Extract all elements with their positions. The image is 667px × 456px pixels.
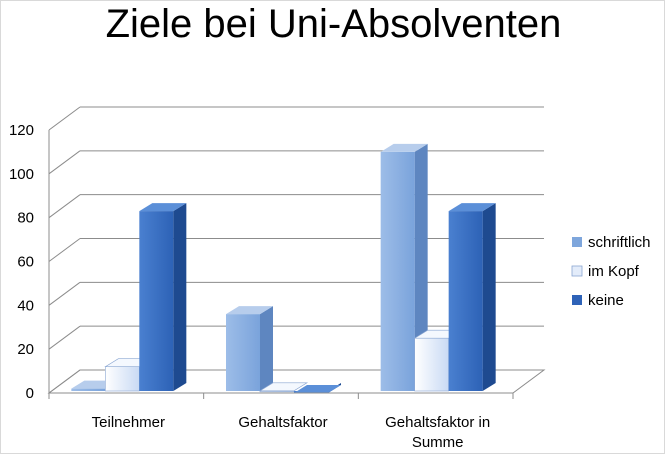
bar-top: [226, 306, 273, 315]
bar-front: [139, 211, 174, 391]
bar-front: [226, 314, 260, 391]
y-tick-label: 0: [26, 385, 34, 402]
legend-swatch: [571, 265, 583, 277]
bar: [380, 143, 428, 391]
bar-top: [258, 382, 309, 392]
bars: [71, 143, 496, 393]
legend-swatch: [572, 237, 582, 247]
gridline-depth: [48, 238, 81, 262]
y-tick-label: 60: [17, 254, 34, 271]
y-tick-label: 120: [9, 122, 34, 139]
legend: schriftlich im Kopf keine: [571, 234, 651, 309]
bar: [139, 203, 187, 391]
legend-label: im Kopf: [588, 263, 640, 280]
bar-front: [380, 151, 415, 391]
bar: [448, 203, 496, 391]
bar: [226, 306, 273, 391]
gridline-depth: [48, 194, 81, 219]
legend-item: keine: [572, 292, 624, 309]
legend-swatch: [572, 295, 582, 305]
bar-front: [105, 366, 140, 392]
x-tick-label: Gehaltsfaktor: [238, 414, 327, 431]
x-tick-label: Gehaltsfaktor in: [385, 414, 490, 431]
gridline-depth: [48, 325, 81, 350]
bar-front: [71, 388, 106, 391]
chart-title: Ziele bei Uni-Absolventen: [105, 2, 562, 46]
legend-label: schriftlich: [588, 234, 651, 251]
legend-item: im Kopf: [571, 263, 640, 280]
axes: 0 20 40 60 80 100 120 Teilnehmer Gehaltsfaktor Ge…: [9, 122, 514, 451]
legend-label: keine: [588, 292, 624, 309]
bar-side: [173, 203, 187, 391]
bar-front: [414, 337, 449, 392]
bar-side: [482, 203, 496, 391]
gridline-depth: [48, 150, 81, 175]
y-tick-label: 20: [17, 341, 34, 358]
gridline-depth: [48, 281, 81, 306]
bar-top: [294, 385, 341, 393]
legend-item: schriftlich: [572, 234, 651, 251]
bar-side: [414, 143, 428, 391]
y-tick-label: 40: [17, 297, 34, 314]
x-tick-label: Summe: [412, 434, 464, 451]
bar-top: [139, 203, 187, 212]
gridline-depth: [48, 369, 81, 394]
y-tick-label: 100: [9, 166, 34, 183]
bar-top: [448, 203, 496, 212]
y-tick-label: 80: [17, 210, 34, 227]
x-tick-label: Teilnehmer: [92, 414, 165, 431]
bar: [294, 383, 341, 393]
bar-top: [380, 143, 428, 152]
bar-front: [448, 211, 483, 391]
bar-side: [260, 306, 273, 391]
gridline-depth: [48, 106, 81, 131]
